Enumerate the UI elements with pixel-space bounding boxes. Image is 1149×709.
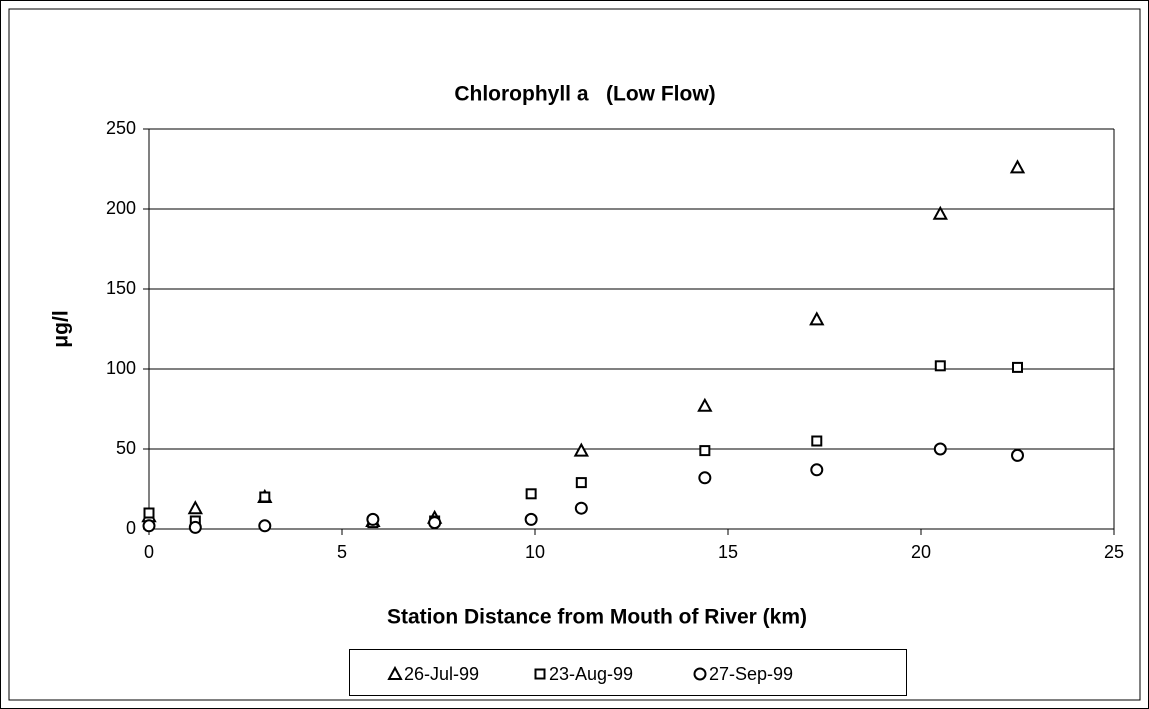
y-tick-label: 100 [106, 358, 136, 378]
marker [428, 516, 442, 530]
marker [698, 471, 712, 485]
y-tick-label: 50 [116, 438, 136, 458]
x-tick-label: 5 [337, 542, 347, 562]
marker [188, 520, 202, 534]
x-tick-label: 10 [525, 542, 545, 562]
marker [932, 205, 948, 220]
legend-box [349, 649, 907, 696]
marker [574, 501, 588, 515]
y-tick-label: 150 [106, 278, 136, 298]
marker [693, 667, 707, 681]
marker [697, 397, 713, 412]
x-tick-label: 25 [1104, 542, 1124, 562]
marker [699, 445, 711, 457]
marker [934, 360, 946, 372]
marker [573, 442, 590, 457]
y-tick-label: 250 [106, 118, 136, 138]
y-axis-label: μg/l [50, 310, 73, 347]
marker [259, 491, 271, 503]
marker [142, 519, 156, 533]
y-tick-label: 200 [106, 198, 136, 218]
legend-label: 26-Jul-99 [404, 664, 479, 684]
marker [258, 519, 272, 533]
legend-label: 23-Aug-99 [549, 664, 633, 684]
marker [534, 668, 546, 680]
marker [366, 512, 380, 526]
x-axis-label: Station Distance from Mouth of River (km… [387, 606, 807, 629]
marker [187, 500, 204, 515]
marker [1012, 361, 1023, 373]
x-tick-label: 0 [144, 542, 154, 562]
marker [387, 665, 403, 680]
marker [525, 488, 537, 500]
marker [933, 442, 947, 456]
marker [575, 477, 587, 489]
marker [1009, 159, 1026, 174]
plot-area [149, 129, 1114, 529]
chart-title: Chlorophyll a (Low Flow) [454, 83, 715, 106]
marker [809, 311, 825, 326]
marker [524, 512, 538, 526]
marker [811, 435, 823, 447]
x-tick-label: 15 [718, 542, 738, 562]
legend-label: 27-Sep-99 [709, 664, 793, 684]
x-tick-label: 20 [911, 542, 931, 562]
marker [143, 507, 155, 519]
y-tick-label: 0 [126, 518, 136, 538]
marker [1011, 448, 1024, 462]
marker [810, 463, 824, 477]
